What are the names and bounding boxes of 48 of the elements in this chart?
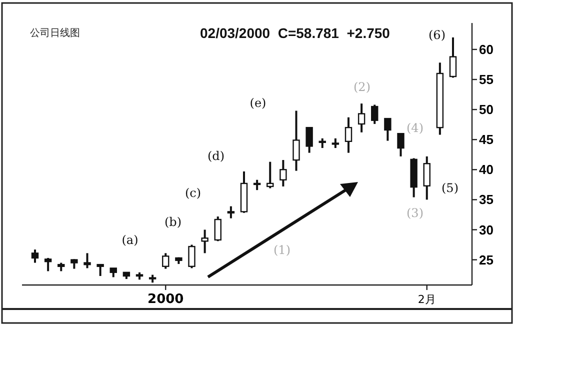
candlestick (371, 104, 378, 125)
annotation: (c) (184, 186, 202, 200)
text: 公司日线图 (30, 27, 80, 39)
chart-subtitle: 02/03/2000 C=58.781 +2.750 (200, 25, 390, 41)
candlestick (397, 132, 404, 158)
y-tick-label: 40 (479, 162, 494, 178)
candlestick (162, 252, 170, 270)
candlestick (358, 102, 366, 134)
candlestick (31, 248, 39, 264)
candlestick (306, 126, 313, 154)
annotation: (5) (442, 181, 458, 196)
y-tick-label: 35 (479, 192, 494, 208)
candlestick (188, 244, 196, 270)
candlestick (384, 118, 392, 142)
candlestick (70, 258, 78, 270)
candlestick (110, 267, 117, 278)
candlestick (344, 116, 352, 154)
annotation: (6) (428, 28, 446, 42)
candlestick (449, 36, 457, 79)
annotation: (2) (354, 80, 370, 94)
y-tick-label: 25 (479, 252, 494, 268)
candlestick (332, 137, 340, 149)
y-tick-label: 45 (479, 132, 494, 148)
annotation: (a) (122, 233, 138, 248)
annotation: (d) (207, 149, 225, 164)
candlestick (201, 228, 208, 254)
candlestick (292, 110, 300, 172)
y-tick-label: 60 (479, 42, 494, 57)
candlestick (280, 159, 287, 188)
annotation: (1) (274, 243, 290, 258)
annotation: (4) (406, 121, 424, 136)
annotation: (3) (406, 206, 424, 220)
candlestick (96, 262, 104, 277)
candlestick (253, 178, 261, 192)
candlestick (423, 155, 430, 201)
candlestick (214, 215, 222, 242)
y-tick-label: 30 (479, 222, 494, 238)
annotation: (e) (250, 96, 266, 110)
y-tick-label: 50 (479, 102, 494, 118)
x-tick-label: 2月 (418, 293, 436, 306)
y-tick-label: 55 (479, 72, 494, 88)
annotation: (b) (164, 215, 182, 230)
candlestick (266, 160, 274, 190)
x-tick-label: 2000 (148, 292, 184, 307)
candlestick (318, 137, 326, 149)
candlestick (84, 252, 91, 270)
candlestick (227, 205, 235, 220)
candlestick (44, 256, 52, 272)
